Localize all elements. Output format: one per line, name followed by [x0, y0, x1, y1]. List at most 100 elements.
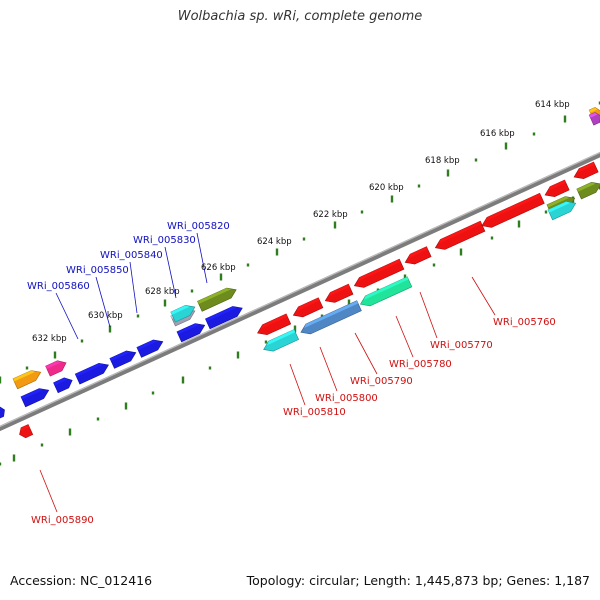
gene-features	[0, 107, 600, 439]
gene-label-reverse: WRi_005770	[430, 340, 493, 351]
backbone-line	[0, 151, 600, 432]
label-pointer	[354, 332, 378, 375]
mint-gene-arrow	[359, 276, 413, 307]
tick-label: 618 kbp	[425, 156, 460, 166]
tick-label: 630 kbp	[88, 311, 123, 321]
major-tick	[0, 376, 2, 384]
olive-gene-arrow	[197, 287, 237, 312]
gene-highlight	[266, 329, 296, 346]
gene-highlight	[136, 339, 158, 351]
minor-tick	[190, 289, 194, 293]
gene-highlight	[589, 107, 598, 113]
minor-tick	[417, 184, 421, 188]
minor-tick	[302, 237, 306, 241]
label-pointer	[55, 292, 79, 340]
gene-highlight	[197, 288, 231, 305]
blue-gene-arrow	[176, 323, 206, 343]
minor-tick	[598, 186, 600, 190]
gene-highlight	[363, 276, 409, 300]
gene-highlight	[109, 350, 131, 362]
gene-highlight	[576, 182, 596, 192]
major-tick	[53, 351, 57, 359]
major-tick	[108, 325, 112, 333]
minor-tick	[208, 366, 212, 370]
label-pointer	[164, 246, 177, 299]
gene-highlight	[296, 297, 320, 311]
tick-rows	[0, 101, 600, 466]
gene-body	[404, 246, 432, 265]
gene-label-reverse: WRi_005760	[493, 317, 556, 328]
minor-tick	[246, 263, 250, 267]
red-gene-arrow	[544, 179, 570, 197]
gene-highlight	[357, 259, 401, 282]
tick-label: 620 kbp	[369, 183, 404, 193]
gene-highlight	[260, 313, 288, 329]
label-pointer	[39, 469, 58, 513]
blue-gene-arrow	[53, 377, 73, 394]
gene-label-forward: WRi_005850	[66, 265, 129, 276]
major-tick	[219, 273, 223, 281]
gene-highlight	[328, 284, 350, 297]
teal-gene-arrow	[547, 201, 577, 221]
major-tick	[68, 428, 72, 436]
gene-highlight	[485, 193, 541, 222]
label-pointer	[395, 315, 414, 358]
map-title: Wolbachia sp. wRi, complete genome	[177, 9, 423, 24]
outer-tick-row	[0, 101, 600, 384]
gene-highlight	[408, 246, 428, 259]
red-gene-arrow	[19, 424, 34, 439]
red-gene-arrow	[257, 313, 292, 336]
major-tick	[163, 299, 167, 307]
minor-tick	[360, 210, 364, 214]
gene-body	[324, 283, 354, 303]
minor-tick	[40, 443, 44, 447]
major-tick	[293, 325, 297, 333]
tick-label: 614 kbp	[535, 100, 570, 110]
label-pointer	[95, 276, 111, 328]
label-pointer	[196, 232, 208, 284]
gene-label-reverse: WRi_005810	[283, 407, 346, 418]
olive-gene-arrow	[576, 182, 600, 200]
gene-highlight	[53, 377, 68, 386]
teal-gene-arrow	[263, 329, 300, 352]
minor-tick	[598, 101, 600, 105]
label-pointer	[319, 346, 338, 392]
label-pointer	[419, 291, 438, 339]
gene-highlight	[75, 363, 104, 377]
minor-tick	[0, 462, 2, 466]
steel-gene-arrow	[300, 300, 362, 335]
pink-gene-arrow	[45, 360, 67, 377]
gene-highlight	[20, 388, 44, 400]
red-gene-arrow	[292, 297, 324, 318]
blue-gene-arrow	[205, 306, 243, 330]
minor-tick	[151, 391, 155, 395]
major-tick	[347, 299, 351, 307]
major-tick	[563, 115, 567, 123]
accession-text: Accession: NC_012416	[10, 573, 153, 588]
red-gene-arrow	[324, 283, 354, 303]
gene-label-reverse: WRi_005780	[389, 359, 452, 370]
gene-highlight	[547, 201, 571, 213]
gene-label-reverse: WRi_005800	[315, 393, 378, 404]
blue-gene-arrow	[0, 406, 5, 420]
gene-highlight	[176, 323, 200, 335]
minor-tick	[25, 366, 29, 370]
tick-label: 622 kbp	[313, 210, 348, 220]
gene-body	[0, 406, 5, 420]
inner-tick-row	[0, 186, 600, 466]
tick-label: 632 kbp	[32, 334, 67, 344]
major-tick	[459, 248, 463, 256]
gene-label-forward: WRi_005830	[133, 235, 196, 246]
minor-tick	[490, 236, 494, 240]
gene-highlight	[438, 221, 482, 244]
gene-highlight	[45, 360, 62, 369]
teal-gene-arrow	[170, 305, 196, 323]
minor-tick	[80, 339, 84, 343]
gene-body	[544, 179, 570, 197]
gene-label-reverse: WRi_005790	[350, 376, 413, 387]
red-gene-arrow	[481, 192, 545, 228]
minor-tick	[544, 210, 548, 214]
major-tick	[181, 376, 185, 384]
gene-highlight	[20, 424, 30, 432]
minor-tick	[432, 263, 436, 267]
